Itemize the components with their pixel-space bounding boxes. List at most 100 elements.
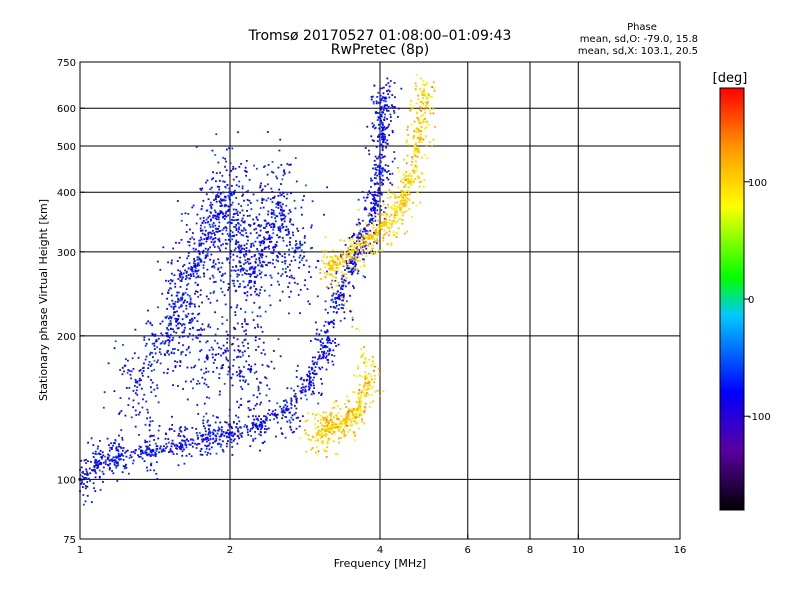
data-point bbox=[241, 341, 244, 344]
data-point bbox=[270, 284, 273, 286]
data-point bbox=[352, 431, 355, 434]
data-point bbox=[351, 238, 354, 240]
data-point bbox=[169, 328, 172, 330]
data-point bbox=[387, 109, 390, 112]
data-point bbox=[212, 292, 215, 294]
data-point bbox=[355, 236, 358, 239]
data-point bbox=[294, 249, 297, 252]
data-point bbox=[229, 198, 231, 201]
data-point bbox=[209, 211, 212, 214]
data-point bbox=[170, 316, 173, 319]
data-point bbox=[138, 433, 140, 436]
data-point bbox=[116, 462, 119, 465]
data-point bbox=[124, 414, 127, 417]
data-point bbox=[370, 218, 373, 220]
data-point bbox=[333, 406, 336, 409]
data-point bbox=[377, 228, 380, 231]
data-point bbox=[224, 225, 227, 228]
data-point bbox=[336, 416, 339, 419]
data-point bbox=[367, 223, 370, 226]
data-point bbox=[420, 130, 422, 133]
data-point bbox=[263, 238, 266, 241]
data-point bbox=[244, 320, 246, 323]
data-point bbox=[394, 96, 396, 99]
data-point bbox=[81, 479, 83, 481]
data-point bbox=[300, 376, 303, 379]
data-point bbox=[223, 382, 226, 385]
data-point bbox=[318, 433, 321, 436]
data-point bbox=[215, 196, 217, 199]
data-point bbox=[344, 285, 347, 288]
data-point bbox=[201, 301, 203, 304]
data-point bbox=[181, 318, 184, 321]
data-point bbox=[268, 388, 271, 390]
data-point bbox=[416, 137, 419, 139]
data-point bbox=[323, 429, 326, 432]
data-point bbox=[334, 301, 337, 304]
data-point bbox=[410, 99, 413, 102]
data-point bbox=[294, 157, 297, 159]
data-point bbox=[191, 438, 194, 441]
data-point bbox=[111, 460, 114, 463]
data-point bbox=[372, 220, 374, 222]
data-point bbox=[196, 265, 199, 267]
data-point bbox=[288, 263, 291, 266]
data-point bbox=[337, 258, 339, 261]
data-point bbox=[249, 275, 252, 278]
data-point bbox=[252, 244, 255, 247]
data-point bbox=[224, 432, 227, 435]
data-point bbox=[275, 414, 278, 416]
data-point bbox=[84, 485, 87, 487]
data-point bbox=[305, 390, 307, 393]
data-point bbox=[203, 226, 206, 229]
data-point bbox=[201, 453, 204, 456]
data-point bbox=[371, 234, 374, 237]
data-point bbox=[415, 141, 418, 144]
data-point bbox=[416, 175, 419, 178]
data-point bbox=[364, 393, 367, 396]
data-point bbox=[195, 276, 198, 279]
data-point bbox=[260, 431, 262, 434]
data-point bbox=[124, 365, 126, 367]
data-point bbox=[285, 225, 288, 228]
data-point bbox=[413, 166, 416, 169]
data-point bbox=[223, 195, 226, 198]
data-point bbox=[335, 400, 338, 402]
data-point bbox=[280, 407, 283, 410]
data-point bbox=[189, 327, 192, 330]
data-point bbox=[330, 299, 333, 301]
data-point bbox=[296, 364, 299, 367]
data-point bbox=[386, 142, 389, 145]
data-point bbox=[313, 387, 316, 390]
data-point bbox=[315, 453, 318, 456]
data-point bbox=[419, 106, 422, 108]
data-point bbox=[333, 431, 336, 433]
data-point bbox=[371, 378, 373, 381]
data-point bbox=[310, 384, 313, 387]
data-point bbox=[356, 421, 358, 424]
data-point bbox=[202, 422, 205, 425]
data-point bbox=[187, 252, 190, 254]
data-point bbox=[197, 295, 200, 298]
data-point bbox=[242, 193, 245, 196]
data-point bbox=[246, 260, 249, 263]
data-point bbox=[191, 268, 194, 271]
data-point bbox=[179, 435, 182, 438]
data-point bbox=[176, 310, 178, 313]
data-point bbox=[273, 249, 275, 251]
data-point bbox=[331, 425, 334, 428]
data-point bbox=[294, 259, 297, 262]
data-point bbox=[325, 250, 328, 253]
data-point bbox=[190, 269, 193, 272]
data-point bbox=[247, 189, 249, 192]
data-point bbox=[94, 469, 97, 472]
data-point bbox=[413, 145, 416, 148]
data-point bbox=[236, 212, 238, 215]
data-point bbox=[398, 170, 400, 173]
data-point bbox=[362, 275, 365, 278]
data-point bbox=[177, 278, 180, 280]
data-point bbox=[359, 374, 361, 377]
data-point bbox=[274, 246, 276, 249]
data-point bbox=[309, 340, 312, 342]
data-point bbox=[211, 178, 213, 181]
